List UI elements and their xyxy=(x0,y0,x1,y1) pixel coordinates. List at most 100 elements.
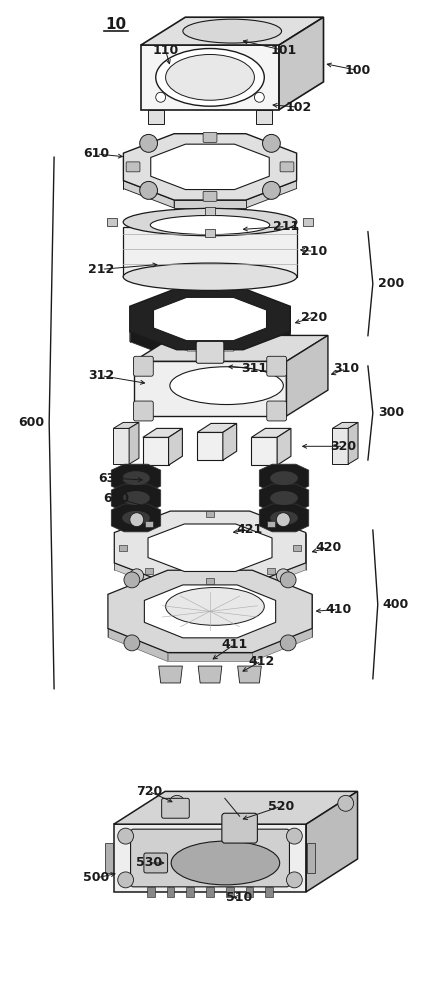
Polygon shape xyxy=(123,134,297,200)
Bar xyxy=(187,887,194,897)
Ellipse shape xyxy=(123,263,297,290)
Polygon shape xyxy=(170,584,250,591)
Polygon shape xyxy=(252,428,291,437)
Polygon shape xyxy=(154,297,267,341)
Ellipse shape xyxy=(170,367,283,405)
Text: 100: 100 xyxy=(345,64,371,77)
Ellipse shape xyxy=(183,19,281,43)
Polygon shape xyxy=(151,144,269,190)
FancyBboxPatch shape xyxy=(203,191,217,201)
Text: 101: 101 xyxy=(271,44,297,57)
Polygon shape xyxy=(252,628,312,661)
Bar xyxy=(206,578,214,584)
Polygon shape xyxy=(144,585,276,638)
Polygon shape xyxy=(111,484,161,512)
Polygon shape xyxy=(243,332,290,360)
Polygon shape xyxy=(260,464,309,492)
Polygon shape xyxy=(281,468,287,528)
Polygon shape xyxy=(130,332,177,360)
Polygon shape xyxy=(250,563,306,591)
Polygon shape xyxy=(141,17,324,45)
Polygon shape xyxy=(223,423,237,460)
Text: 10: 10 xyxy=(106,17,127,32)
Circle shape xyxy=(262,134,280,152)
Circle shape xyxy=(124,635,140,651)
Polygon shape xyxy=(233,328,267,351)
Polygon shape xyxy=(114,791,357,824)
Text: 411: 411 xyxy=(222,638,248,651)
Text: 311: 311 xyxy=(241,362,268,375)
FancyBboxPatch shape xyxy=(267,356,287,376)
Circle shape xyxy=(254,92,264,102)
Polygon shape xyxy=(111,504,161,532)
Circle shape xyxy=(338,795,354,811)
Polygon shape xyxy=(108,570,312,653)
Circle shape xyxy=(140,181,157,199)
Circle shape xyxy=(140,134,157,152)
Polygon shape xyxy=(333,428,348,464)
Circle shape xyxy=(276,513,290,527)
Polygon shape xyxy=(168,428,182,465)
Polygon shape xyxy=(143,428,182,437)
Polygon shape xyxy=(287,335,328,416)
Circle shape xyxy=(130,513,143,527)
Text: 420: 420 xyxy=(315,541,341,554)
Bar xyxy=(226,887,234,897)
Text: 312: 312 xyxy=(88,369,114,382)
Bar xyxy=(206,887,214,897)
FancyBboxPatch shape xyxy=(222,813,257,843)
Polygon shape xyxy=(174,200,246,208)
Text: 510: 510 xyxy=(227,891,253,904)
Polygon shape xyxy=(114,824,306,892)
Bar xyxy=(145,568,153,574)
Polygon shape xyxy=(198,666,222,683)
Polygon shape xyxy=(143,437,168,465)
Ellipse shape xyxy=(270,511,298,525)
Polygon shape xyxy=(123,227,297,277)
Polygon shape xyxy=(348,422,358,464)
Polygon shape xyxy=(108,628,168,661)
Polygon shape xyxy=(133,468,139,528)
Circle shape xyxy=(130,569,143,583)
Ellipse shape xyxy=(165,54,254,100)
Text: 530: 530 xyxy=(136,856,162,869)
Circle shape xyxy=(118,872,133,888)
FancyBboxPatch shape xyxy=(133,401,153,421)
Polygon shape xyxy=(154,328,187,351)
FancyBboxPatch shape xyxy=(280,162,294,172)
Text: 610: 610 xyxy=(84,147,110,160)
Polygon shape xyxy=(279,17,324,110)
FancyBboxPatch shape xyxy=(144,853,168,873)
FancyBboxPatch shape xyxy=(162,798,189,818)
Text: 320: 320 xyxy=(330,440,356,453)
Polygon shape xyxy=(129,422,139,464)
Text: 110: 110 xyxy=(152,44,179,57)
Text: 630: 630 xyxy=(98,472,124,485)
Text: 102: 102 xyxy=(286,101,312,114)
Text: 410: 410 xyxy=(325,603,352,616)
Ellipse shape xyxy=(270,491,298,505)
FancyBboxPatch shape xyxy=(267,401,287,421)
Ellipse shape xyxy=(165,588,264,625)
FancyBboxPatch shape xyxy=(126,162,140,172)
Text: 220: 220 xyxy=(300,311,327,324)
Bar xyxy=(119,545,127,551)
Bar xyxy=(307,843,315,873)
Polygon shape xyxy=(168,653,252,661)
Polygon shape xyxy=(277,428,291,465)
Polygon shape xyxy=(113,422,139,428)
Polygon shape xyxy=(159,666,182,683)
Bar xyxy=(206,511,214,517)
Circle shape xyxy=(169,795,185,811)
Text: 421: 421 xyxy=(236,523,262,536)
Circle shape xyxy=(156,92,165,102)
Polygon shape xyxy=(177,350,243,360)
Circle shape xyxy=(262,181,280,199)
Text: 720: 720 xyxy=(136,785,162,798)
Text: 211: 211 xyxy=(273,220,299,233)
Polygon shape xyxy=(252,437,277,465)
Circle shape xyxy=(118,828,133,844)
Text: 500: 500 xyxy=(84,871,110,884)
Circle shape xyxy=(276,569,290,583)
Ellipse shape xyxy=(150,215,270,235)
